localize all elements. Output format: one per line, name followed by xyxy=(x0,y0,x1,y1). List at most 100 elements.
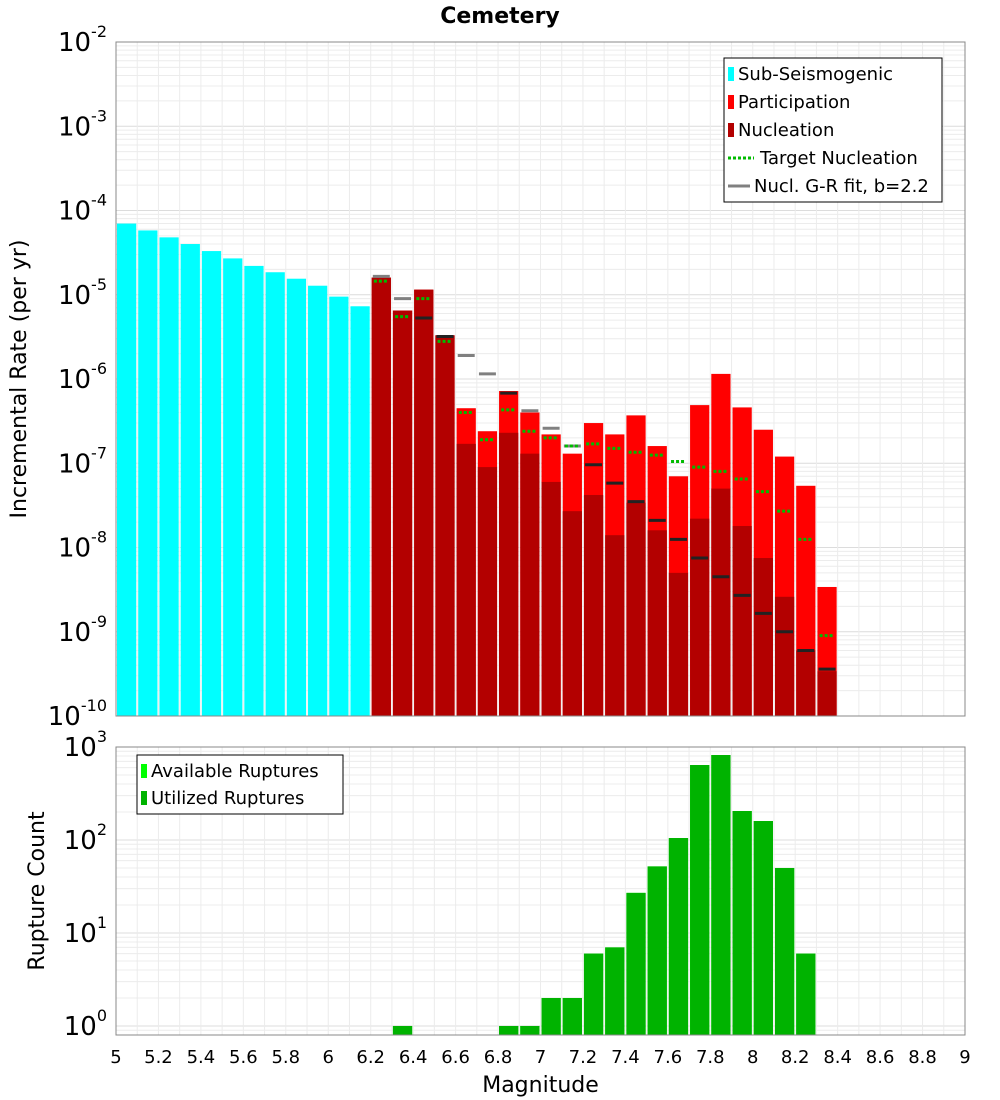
x-tick-label: 5 xyxy=(110,1047,121,1068)
legend-box xyxy=(723,57,943,203)
x-tick-label: 7.2 xyxy=(569,1047,598,1068)
x-tick-label: 8.6 xyxy=(866,1047,895,1068)
utilized-ruptures-bar xyxy=(711,755,731,1035)
rupture-y-tick-label: 101 xyxy=(64,913,107,949)
rupture-y-tick-label: 102 xyxy=(64,820,107,856)
utilized-ruptures-bar xyxy=(732,811,752,1035)
nucleation-bar xyxy=(456,443,476,716)
nucleation-bar xyxy=(520,453,540,716)
legend-box xyxy=(136,754,344,815)
legend-swatch xyxy=(728,95,734,109)
utilized-ruptures-bar xyxy=(774,867,795,1035)
x-tick-label: 8.2 xyxy=(781,1047,810,1068)
x-tick-label: 7 xyxy=(535,1047,546,1068)
sub-seismogenic-bar xyxy=(350,306,370,716)
x-tick-label: 6 xyxy=(323,1047,334,1068)
rate-plot: 10-10 10-9 10-8 10-7 10-6 10-5 10-4 10-3 10-2 In… xyxy=(7,22,966,732)
sub-seismogenic-bar xyxy=(244,265,264,716)
utilized-ruptures-bar xyxy=(647,866,667,1035)
nucleation-bar xyxy=(690,518,710,716)
nucleation-bar xyxy=(647,530,667,716)
x-axis-label: Magnitude xyxy=(482,1073,599,1098)
x-tick-label: 8 xyxy=(747,1047,758,1068)
nucleation-bar xyxy=(562,511,582,716)
legend-swatch xyxy=(728,123,734,137)
x-tick-label: 6.8 xyxy=(484,1047,513,1068)
rate-plot-frame xyxy=(115,41,966,717)
x-tick-label: 9 xyxy=(959,1047,970,1068)
nucleation-bar xyxy=(499,432,519,716)
chart-title: Cemetery xyxy=(440,4,560,29)
x-tick-label: 7.4 xyxy=(611,1047,640,1068)
utilized-ruptures-bar xyxy=(499,1025,519,1035)
sub-seismogenic-bar xyxy=(138,230,158,716)
x-tick-label: 5.6 xyxy=(229,1047,258,1068)
sub-seismogenic-bar xyxy=(329,296,349,716)
rupture-plot-bars xyxy=(392,755,816,1035)
utilized-ruptures-bar xyxy=(583,953,604,1035)
x-tick-label: 8.4 xyxy=(823,1047,852,1068)
utilized-ruptures-bar xyxy=(668,838,689,1035)
x-tick-label: 6.4 xyxy=(399,1047,428,1068)
rupture-y-tick-label: 103 xyxy=(64,727,107,763)
rate-y-tick-label: 10-8 xyxy=(58,528,107,564)
x-tick-label: 5.2 xyxy=(144,1047,173,1068)
utilized-ruptures-bar xyxy=(520,1025,540,1035)
nucleation-bar xyxy=(817,671,837,716)
x-tick-label: 8.8 xyxy=(908,1047,937,1068)
nucleation-bar xyxy=(435,335,455,716)
rate-y-tick-label: 10-7 xyxy=(58,443,107,479)
rate-plot-bars xyxy=(117,223,837,717)
nucleation-bar xyxy=(668,572,689,716)
rate-y-tick-label: 10-2 xyxy=(58,22,107,58)
rate-y-tick-label: 10-6 xyxy=(58,359,107,395)
nucleation-bar xyxy=(774,596,795,716)
sub-seismogenic-bar xyxy=(286,278,307,716)
rate-y-tick-label: 10-9 xyxy=(58,612,107,648)
nucleation-bar xyxy=(626,502,646,716)
rate-plot-y-label: Incremental Rate (per yr) xyxy=(7,240,32,519)
sub-seismogenic-bar xyxy=(159,237,179,717)
nucleation-bar xyxy=(583,494,604,716)
sub-seismogenic-bar xyxy=(223,258,243,716)
legend-label: Nucl. G-R fit, b=2.2 xyxy=(754,176,929,197)
legend-swatch xyxy=(728,67,734,81)
rate-plot-legend: Sub-Seismogenic Participation Nucleation Ta… xyxy=(723,57,943,203)
sub-seismogenic-bar xyxy=(308,285,328,716)
utilized-ruptures-bar xyxy=(753,821,773,1035)
nucleation-bar xyxy=(605,535,625,716)
legend-swatch xyxy=(141,791,147,805)
rupture-y-tick-label: 100 xyxy=(64,1006,107,1042)
nucleation-bar xyxy=(541,481,561,716)
rate-y-tick-label: 10-5 xyxy=(58,275,107,311)
legend-label: Nucleation xyxy=(738,120,834,141)
utilized-ruptures-bar xyxy=(626,892,646,1035)
nucleation-bar xyxy=(796,650,816,716)
nucleation-bar xyxy=(753,558,773,716)
utilized-ruptures-bar xyxy=(392,1025,413,1035)
legend-label: Participation xyxy=(738,92,850,113)
sub-seismogenic-bar xyxy=(265,272,285,716)
rate-y-tick-label: 10-3 xyxy=(58,106,107,142)
rupture-count-plot: 100 101 102 103 5 5.2 5.4 5.6 5.8 6 6.2 6.4 6.6 6.8 7… xyxy=(25,727,971,1098)
rupture-plot-y-label: Rupture Count xyxy=(25,811,50,971)
rate-plot-y-ticks: 10-10 10-9 10-8 10-7 10-6 10-5 10-4 10-3 10-2 xyxy=(48,22,107,732)
rate-y-tick-label: 10-4 xyxy=(58,191,107,227)
nucleation-bar xyxy=(414,289,434,716)
rate-y-tick-label: 10-10 xyxy=(48,696,107,732)
utilized-ruptures-bar xyxy=(690,765,710,1035)
rupture-plot-y-ticks: 100 101 102 103 xyxy=(64,727,107,1042)
utilized-ruptures-bar xyxy=(605,947,625,1035)
legend-swatch xyxy=(141,764,147,778)
x-axis-ticks: 5 5.2 5.4 5.6 5.8 6 6.2 6.4 6.6 6.8 7 7.2 7.4 7.6 7.8 8… xyxy=(110,1047,970,1068)
x-tick-label: 6.2 xyxy=(356,1047,385,1068)
nucleation-bar xyxy=(392,310,413,716)
sub-seismogenic-bar xyxy=(201,251,222,717)
nucleation-bar xyxy=(371,277,391,716)
rate-plot-markers xyxy=(372,274,836,671)
x-tick-label: 5.8 xyxy=(271,1047,300,1068)
utilized-ruptures-bar xyxy=(541,997,561,1035)
x-tick-label: 6.6 xyxy=(441,1047,470,1068)
rupture-plot-legend: Available Ruptures Utilized Ruptures xyxy=(136,754,344,815)
